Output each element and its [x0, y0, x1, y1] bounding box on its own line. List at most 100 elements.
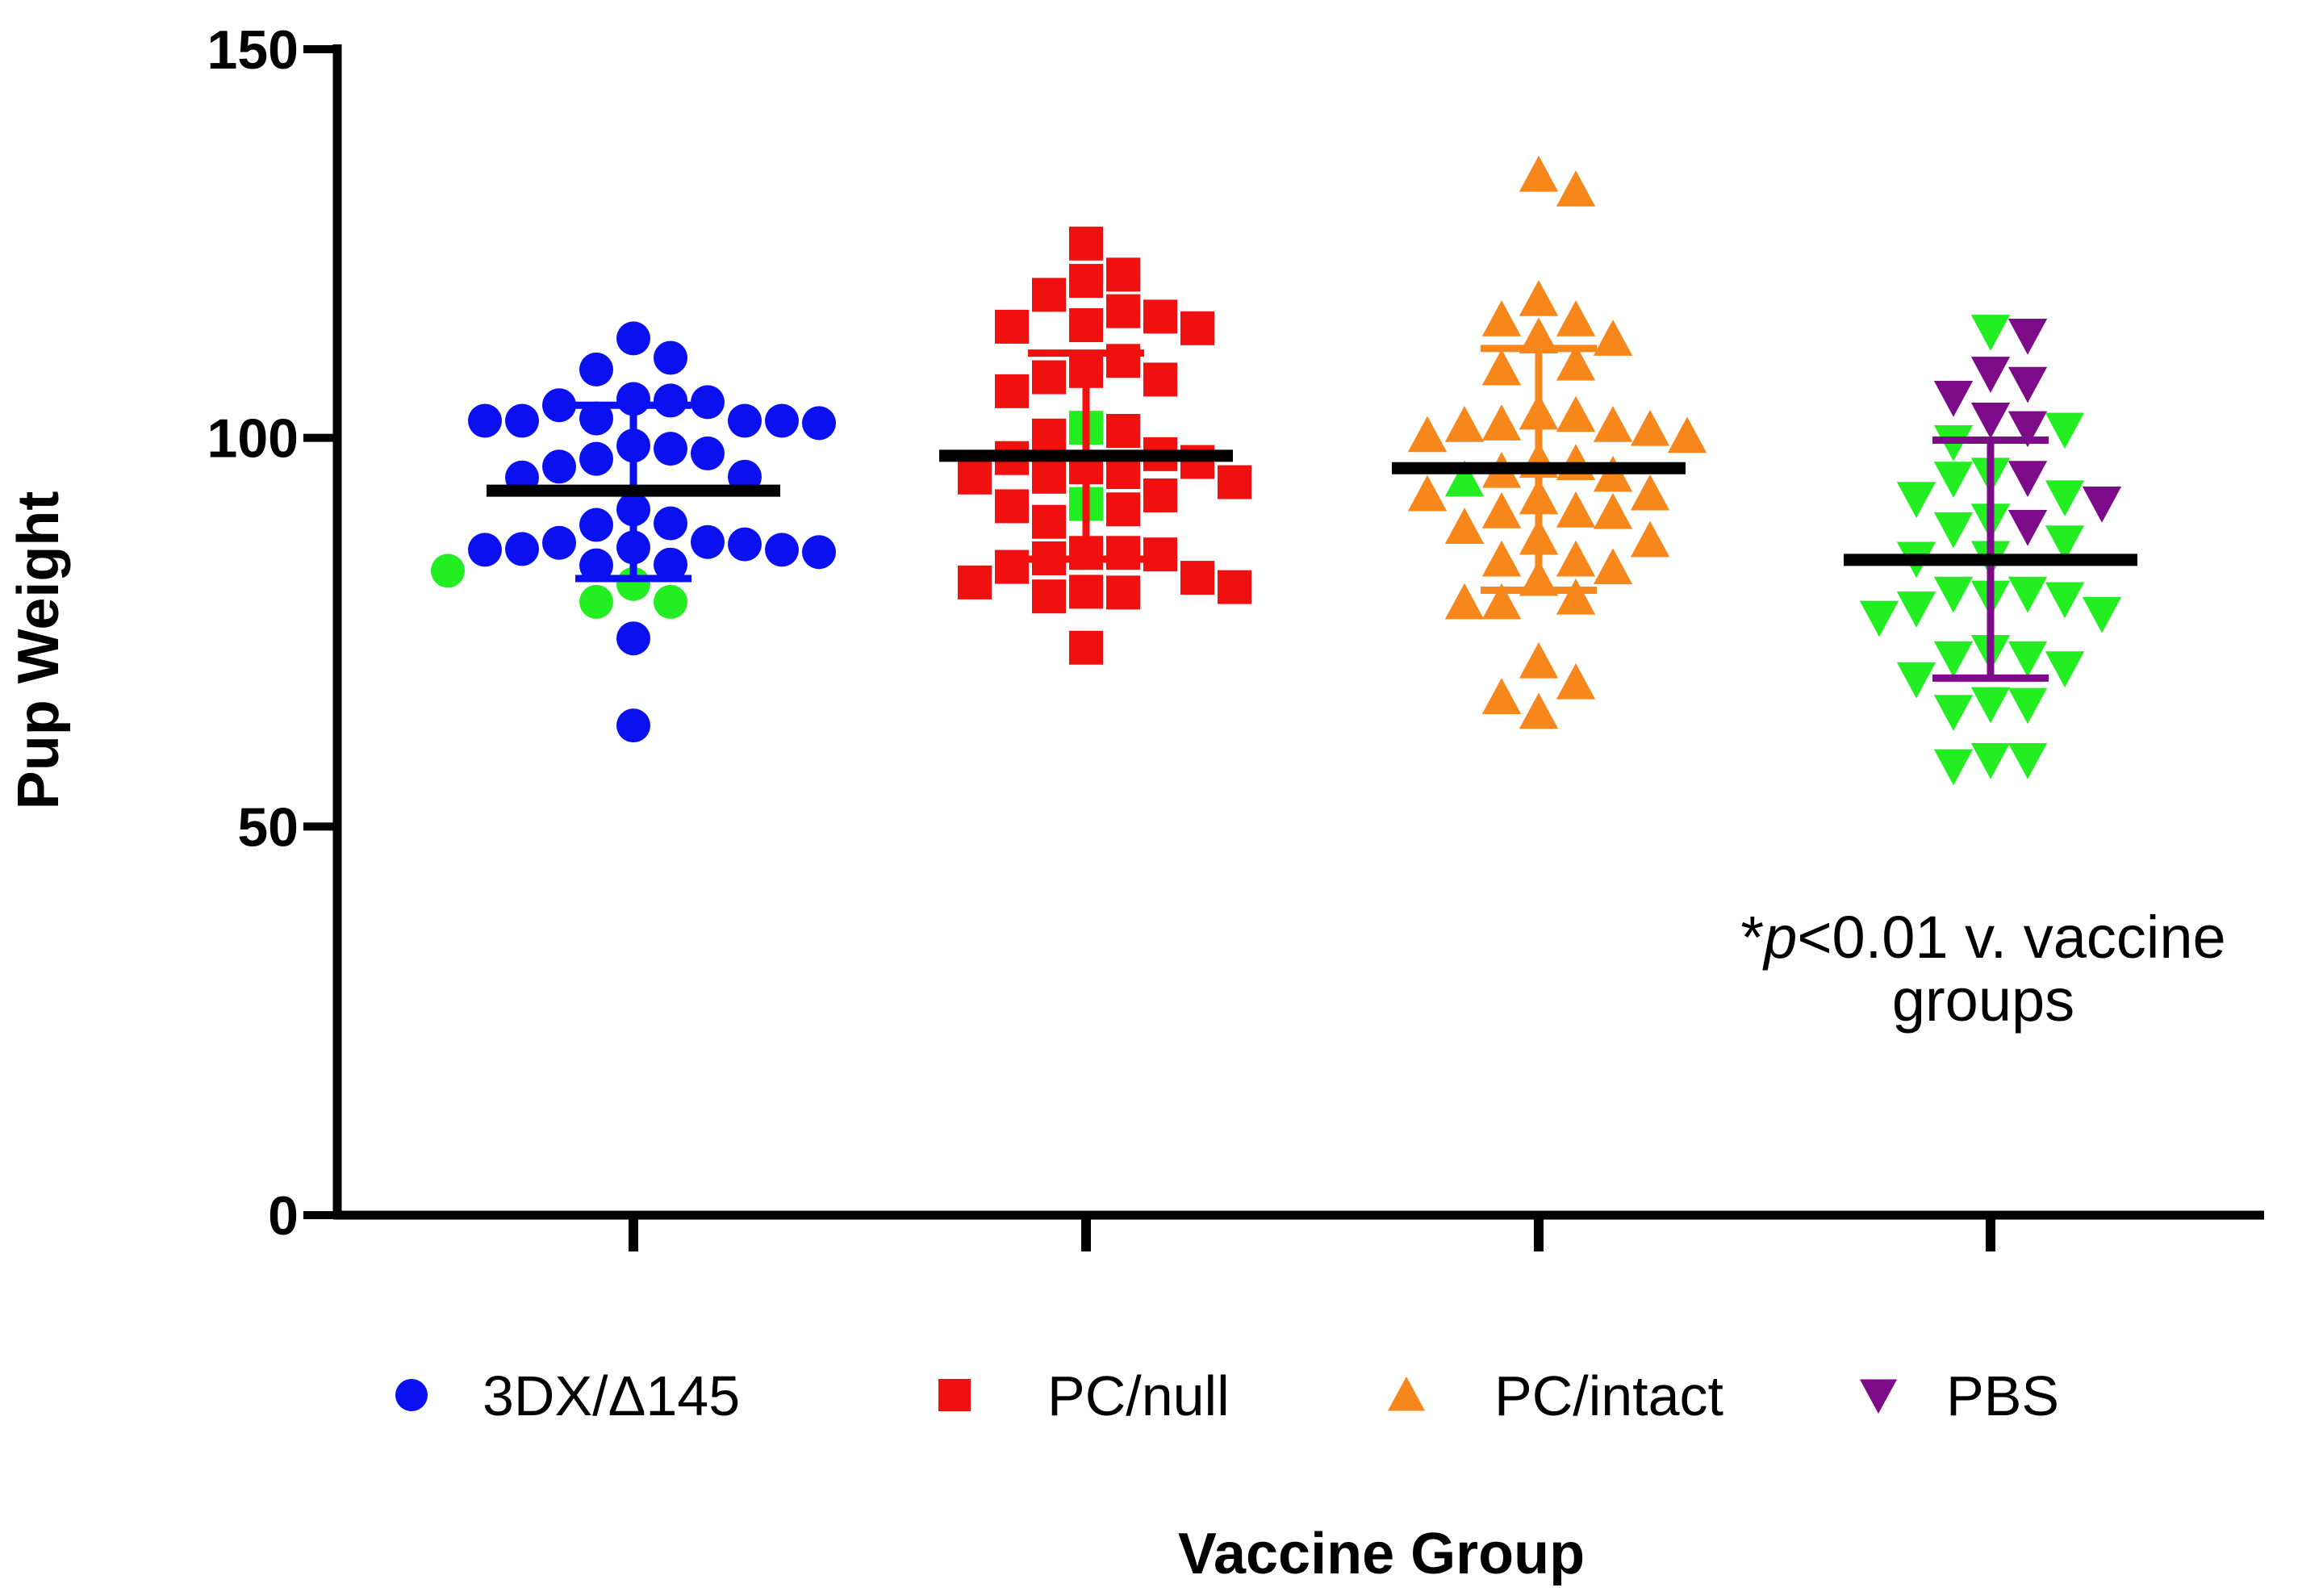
legend-item-1: 3DX/Δ145: [395, 1364, 740, 1427]
data-point: [1444, 406, 1485, 442]
data-point: [1556, 345, 1596, 381]
data-point: [1519, 692, 1559, 729]
mean-sd-bars: [487, 345, 2137, 682]
data-point: [1106, 294, 1140, 328]
data-point: [505, 403, 539, 438]
data-point: [1032, 360, 1066, 395]
data-point: [1970, 403, 2011, 439]
data-point: [654, 506, 687, 541]
highlight-point: [1933, 641, 1974, 678]
data-point: [1630, 409, 1670, 446]
highlight-point: [1933, 695, 1974, 731]
data-point: [995, 489, 1029, 524]
y-tick-label: 150: [207, 19, 299, 81]
data-point: [1519, 317, 1559, 353]
legend: 3DX/Δ145 PC/null PC/intact PBS: [395, 1364, 2059, 1427]
annotation-star: *: [1740, 904, 1764, 971]
data-point: [1143, 362, 1177, 397]
data-point: [2082, 487, 2122, 523]
highlight-point: [1933, 576, 1974, 613]
data-point: [995, 309, 1029, 344]
data-point: [1032, 504, 1066, 539]
highlight-point: [1444, 460, 1485, 497]
data-point: [1218, 570, 1251, 604]
data-point: [1481, 404, 1522, 441]
data-point: [1556, 662, 1596, 700]
highlight-point: [1970, 742, 2011, 779]
data-point: [1407, 474, 1448, 512]
legend-marker: [1860, 1379, 1897, 1414]
data-point: [1556, 444, 1596, 480]
highlight-point: [2045, 480, 2085, 517]
y-axis-title: Pup Weight: [6, 491, 71, 810]
data-point: [616, 321, 650, 356]
data-point: [1106, 492, 1140, 527]
data-point: [1180, 311, 1214, 345]
data-point: [616, 708, 650, 743]
series-3-points: [1407, 155, 1707, 729]
highlight-point: [2045, 582, 2085, 619]
data-point: [542, 449, 576, 484]
data-point: [2007, 509, 2048, 546]
data-point: [616, 621, 650, 656]
data-point: [728, 403, 762, 438]
legend-marker: [395, 1379, 428, 1411]
data-point: [802, 535, 836, 570]
data-point: [2007, 366, 2048, 403]
data-point: [2007, 411, 2048, 448]
data-point: [579, 508, 613, 542]
data-point: [1556, 300, 1596, 336]
axes: 0 50 100 150: [207, 19, 2264, 1251]
legend-item-4: PBS: [1860, 1364, 2059, 1427]
data-point: [1481, 300, 1522, 336]
highlight-point: [1896, 482, 1936, 518]
data-point: [1556, 170, 1596, 207]
data-point: [1556, 395, 1596, 432]
legend-item-2: PC/null: [938, 1364, 1230, 1427]
data-point: [1481, 678, 1522, 714]
data-point: [468, 403, 502, 438]
data-point: [765, 533, 799, 567]
highlight-point: [2007, 641, 2048, 678]
highlight-point: [2007, 576, 2048, 613]
data-point: [654, 547, 687, 582]
annotation-p: p: [1762, 904, 1797, 971]
data-point: [995, 374, 1029, 408]
data-point: [1481, 583, 1522, 620]
x-axis-title: Vaccine Group: [1178, 1522, 1585, 1586]
data-point: [1593, 548, 1633, 585]
data-point: [1556, 540, 1596, 577]
x-ticks: [629, 1215, 1995, 1251]
data-point: [1667, 416, 1707, 453]
data-point: [691, 385, 725, 420]
data-point: [691, 436, 725, 470]
y-tick-label: 0: [268, 1185, 299, 1247]
highlight-point: [1896, 662, 1936, 699]
data-point: [1481, 492, 1522, 529]
data-point: [1069, 307, 1103, 342]
legend-label: PC/null: [1047, 1364, 1230, 1427]
data-point: [1933, 381, 1974, 417]
data-point: [654, 432, 687, 466]
data-point: [1069, 574, 1103, 609]
legend-label: PBS: [1946, 1364, 2059, 1427]
data-point: [1519, 641, 1559, 679]
highlight-point: [431, 554, 465, 588]
highlight-point: [1970, 687, 2011, 724]
data-point: [1143, 478, 1177, 512]
highlight-point: [2045, 412, 2085, 449]
legend-marker: [1388, 1377, 1425, 1411]
data-point: [1593, 492, 1633, 529]
data-point: [1106, 575, 1140, 610]
data-point: [1106, 344, 1140, 378]
data-point: [1556, 578, 1596, 615]
data-point: [542, 525, 576, 560]
data-point: [1218, 465, 1251, 499]
annotation-line-1: *p<0.01 v. vaccine: [1740, 904, 2225, 971]
annotation-rest: <0.01 v. vaccine: [1797, 904, 2225, 971]
data-point: [1032, 278, 1066, 312]
series-4-points: [1859, 315, 2122, 786]
series-1-points: [431, 321, 836, 743]
data-point: [579, 441, 613, 476]
